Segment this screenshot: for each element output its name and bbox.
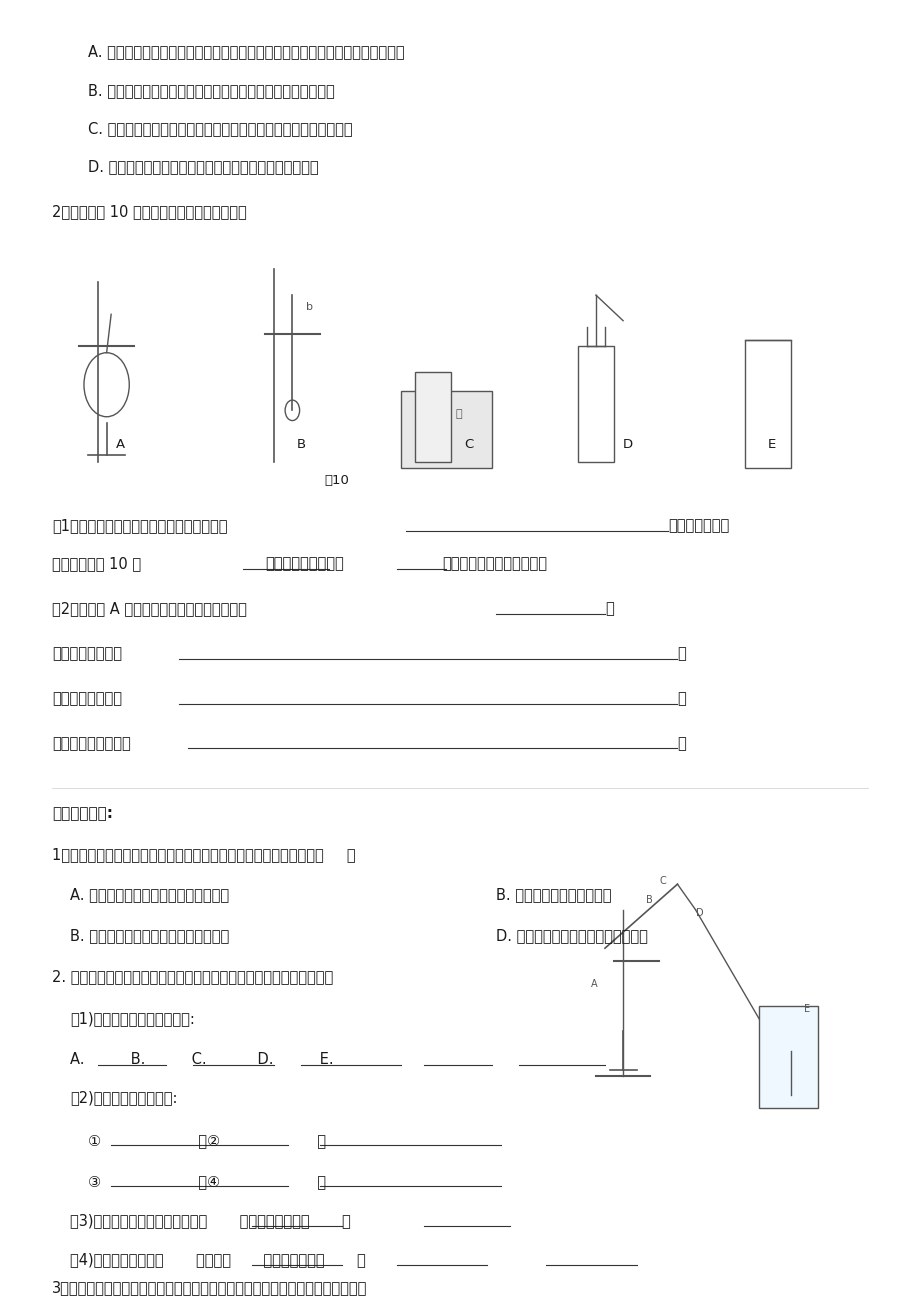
Bar [758, 1006, 817, 1108]
Text: 3、（选做题）我们学习化学时间尽管不长，但已知道有多种途径可以获得氧气。: 3、（选做题）我们学习化学时间尽管不长，但已知道有多种途径可以获得氧气。 [52, 1280, 368, 1295]
Text: D. 排水法收集氧气后，应先把导管移出水面，再停止加热: D. 排水法收集氧气后，应先把导管移出水面，再停止加热 [88, 160, 319, 174]
Text: ③                     ；④                     。: ③ ；④ 。 [88, 1174, 326, 1189]
Text: 用外焰加热的道理是: 用外焰加热的道理是 [52, 736, 130, 751]
Text: 。: 。 [676, 646, 686, 661]
Text: A. 加入催化剂可使生成氧气的质量增加: A. 加入催化剂可使生成氧气的质量增加 [70, 887, 229, 902]
Text: B. 用排水法收集，待导气管口气泡均匀连续冒出时，才能收集: B. 用排水法收集，待导气管口气泡均匀连续冒出时，才能收集 [88, 83, 335, 98]
Text: B. 催化剂必定加快其它物质的反应速率: B. 催化剂必定加快其它物质的反应速率 [70, 928, 230, 943]
Text: B: B [297, 439, 306, 452]
Text: （2）如果用 A 装置制氧气，则需要作如何改进: （2）如果用 A 装置制氧气，则需要作如何改进 [52, 602, 247, 616]
Text: A.          B.          C.           D.          E.: A. B. C. D. E. [70, 1052, 380, 1068]
Text: 【课后作业】:: 【课后作业】: [52, 806, 113, 822]
Text: ，: ， [605, 602, 613, 616]
Text: ①                     ；②                     ；: ① ；② ； [88, 1133, 326, 1148]
Text: ，根据该反应原: ，根据该反应原 [668, 518, 729, 533]
Text: （填标号，下同）与: （填标号，下同）与 [265, 556, 344, 572]
Text: E: E [767, 439, 776, 452]
Text: ；: ； [676, 691, 686, 706]
Text: E: E [803, 1004, 810, 1014]
Text: ；: ； [676, 736, 686, 751]
Text: D: D [622, 439, 632, 452]
Text: 1、下列关于催化剂在实验室制氧气的变化中的作用的说法正确的是（     ）: 1、下列关于催化剂在实验室制氧气的变化中的作用的说法正确的是（ ） [52, 848, 356, 862]
Text: 组装一套制取氧气的装置。: 组装一套制取氧气的装置。 [441, 556, 546, 572]
Text: （3)实验开始前，应先检验装置的       ，目的是防止装置       。: （3)实验开始前，应先检验装置的 ，目的是防止装置 。 [70, 1213, 351, 1229]
Bar [414, 372, 450, 462]
Text: C. 加热时，先均匀预热，然后再对准高锰酸钾所在部位用外焰加热: C. 加热时，先均匀预热，然后再对准高锰酸钾所在部位用外焰加热 [88, 121, 353, 137]
Text: （4)停止加热时，应先       ，然后再       ，这是为了防止       。: （4)停止加热时，应先 ，然后再 ，这是为了防止 。 [70, 1253, 366, 1267]
Text: （2)指出图中的四处错误:: （2)指出图中的四处错误: [70, 1091, 177, 1105]
Text: D. 加入催化剂，放出氧气的速率增大: D. 加入催化剂，放出氧气的速率增大 [495, 928, 647, 943]
Bar [577, 346, 613, 462]
Text: C: C [464, 439, 473, 452]
Text: 2、请结合图 10 所示实验装置回答有关问题：: 2、请结合图 10 所示实验装置回答有关问题： [52, 204, 246, 219]
Text: D: D [695, 909, 702, 918]
Bar [401, 391, 491, 467]
Text: 管口应略低的原因: 管口应略低的原因 [52, 691, 122, 706]
Text: C: C [659, 876, 665, 887]
Text: A: A [116, 439, 125, 452]
Text: 为什么要如此改进: 为什么要如此改进 [52, 646, 122, 661]
Bar [744, 340, 789, 467]
Text: 水: 水 [455, 409, 461, 419]
Text: A. 先用手捂住试管，过会儿把导管放入水里，没有看到气泡逸出，说明装置漏气: A. 先用手捂住试管，过会儿把导管放入水里，没有看到气泡逸出，说明装置漏气 [88, 44, 404, 60]
Text: 理，可选择图 10 中: 理，可选择图 10 中 [52, 556, 142, 572]
Text: B. 二氧化锰只能用作催化剂: B. 二氧化锰只能用作催化剂 [495, 887, 611, 902]
Text: A: A [591, 979, 597, 988]
Text: （1）写出一个实验室制取氧气的符号表达式: （1）写出一个实验室制取氧气的符号表达式 [52, 518, 228, 533]
Text: 图10: 图10 [323, 474, 348, 487]
Text: 2. 右图是某学生设计的在实验室用高锰酸钾作原料制取氧气的装置图。: 2. 右图是某学生设计的在实验室用高锰酸钾作原料制取氧气的装置图。 [52, 969, 334, 984]
Text: （1)写出图中所示仪器的名称:: （1)写出图中所示仪器的名称: [70, 1012, 195, 1026]
Text: B: B [645, 896, 652, 905]
Text: b: b [306, 302, 312, 312]
